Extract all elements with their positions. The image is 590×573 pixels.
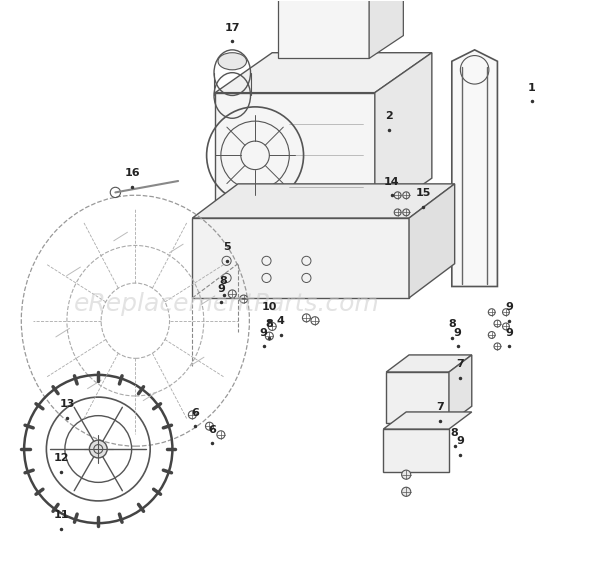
Text: 5: 5 (223, 242, 230, 252)
Polygon shape (215, 93, 375, 218)
Text: 7: 7 (457, 359, 464, 369)
Text: eReplacementParts.com: eReplacementParts.com (74, 292, 379, 316)
Text: 14: 14 (384, 176, 400, 187)
Text: 1: 1 (528, 83, 536, 93)
Circle shape (89, 440, 107, 458)
Polygon shape (409, 184, 455, 298)
Bar (386, 372, 449, 423)
Polygon shape (386, 355, 472, 372)
Polygon shape (449, 355, 472, 423)
Text: 8: 8 (220, 277, 228, 286)
Bar (384, 429, 449, 472)
Bar (192, 218, 409, 298)
Text: 6: 6 (191, 407, 199, 418)
Text: 9: 9 (505, 328, 513, 338)
Text: 8: 8 (451, 427, 458, 438)
Text: 9: 9 (457, 436, 464, 446)
Text: 7: 7 (437, 402, 444, 412)
Text: 8: 8 (448, 319, 455, 329)
Text: 13: 13 (59, 399, 74, 409)
Text: 9: 9 (454, 328, 461, 338)
Text: 11: 11 (54, 511, 69, 520)
Text: 15: 15 (415, 188, 431, 198)
Text: 9: 9 (505, 302, 513, 312)
Text: 10: 10 (261, 302, 277, 312)
Polygon shape (384, 412, 472, 429)
Text: 12: 12 (54, 453, 69, 463)
Polygon shape (215, 53, 432, 93)
Text: 4: 4 (277, 316, 285, 327)
Circle shape (402, 487, 411, 496)
Text: 9: 9 (217, 284, 225, 294)
Polygon shape (192, 184, 455, 218)
Circle shape (402, 470, 411, 479)
Polygon shape (452, 50, 497, 286)
Ellipse shape (218, 53, 247, 70)
Polygon shape (375, 53, 432, 218)
Text: 8: 8 (266, 319, 273, 329)
Bar (278, 0, 369, 58)
Text: 9: 9 (260, 328, 268, 338)
Text: 6: 6 (208, 425, 217, 435)
Polygon shape (369, 0, 404, 58)
Text: 2: 2 (385, 111, 393, 121)
Text: 16: 16 (124, 168, 140, 178)
Text: 17: 17 (225, 23, 240, 33)
